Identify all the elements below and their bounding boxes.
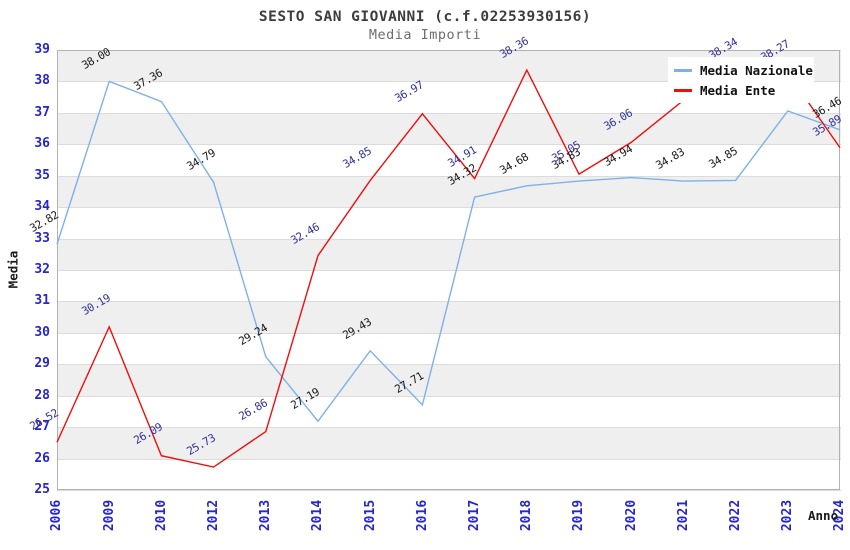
- y-tick-label: 33: [34, 230, 50, 246]
- x-axis-title: Anno: [808, 508, 839, 523]
- gridline: [57, 112, 841, 114]
- series-line-media-nazionale: [56, 80, 841, 423]
- gridline: [57, 427, 841, 429]
- chart-title: SESTO SAN GIOVANNI (c.f.02253930156): [258, 9, 592, 25]
- y-tick-label: 29: [34, 356, 50, 372]
- gridline: [57, 364, 841, 366]
- gridline: [57, 490, 841, 491]
- media-nazionale-line-swatch: [674, 68, 692, 72]
- y-tick-label: 25: [34, 482, 50, 497]
- background-band: [57, 238, 841, 270]
- background-band: [57, 427, 841, 459]
- legend-box: Media Nazionale Media Ente: [668, 57, 814, 103]
- y-tick-label: 27: [34, 419, 50, 435]
- gridline: [57, 270, 841, 271]
- y-tick-label: 39: [34, 42, 50, 57]
- gridline: [57, 332, 841, 334]
- y-tick-label: 26: [34, 450, 50, 466]
- y-tick-label: 32: [34, 262, 50, 277]
- series-line-media-ente: [56, 68, 841, 468]
- y-tick-label: 35: [34, 167, 50, 183]
- y-tick-label: 31: [34, 293, 50, 309]
- background-band: [57, 112, 841, 145]
- legend-item-media-ente: Media Ente: [674, 83, 814, 98]
- y-tick-label: 38: [34, 73, 50, 89]
- legend-label: Media Nazionale: [700, 62, 813, 78]
- gridline: [57, 301, 841, 303]
- gridline: [57, 395, 841, 397]
- gridline: [57, 207, 841, 209]
- gridline: [57, 144, 841, 146]
- y-tick-label: 34: [34, 199, 50, 215]
- legend-label: Media Ente: [700, 82, 776, 98]
- background-band: [57, 364, 841, 396]
- y-tick-label: 28: [34, 387, 50, 403]
- gridline: [57, 458, 841, 460]
- media-ente-line-swatch: [674, 88, 692, 92]
- y-tick-label: 36: [34, 136, 50, 152]
- gridline: [57, 175, 841, 177]
- legend-item-media-nazionale: Media Nazionale: [674, 63, 814, 78]
- background-band: [57, 301, 841, 333]
- gridline: [57, 81, 841, 83]
- plot-border: [57, 50, 840, 490]
- chart-subtitle: Media Importi: [368, 27, 482, 43]
- y-tick-label: 37: [34, 104, 50, 120]
- y-tick-label: 30: [34, 324, 50, 340]
- gridline: [57, 238, 841, 240]
